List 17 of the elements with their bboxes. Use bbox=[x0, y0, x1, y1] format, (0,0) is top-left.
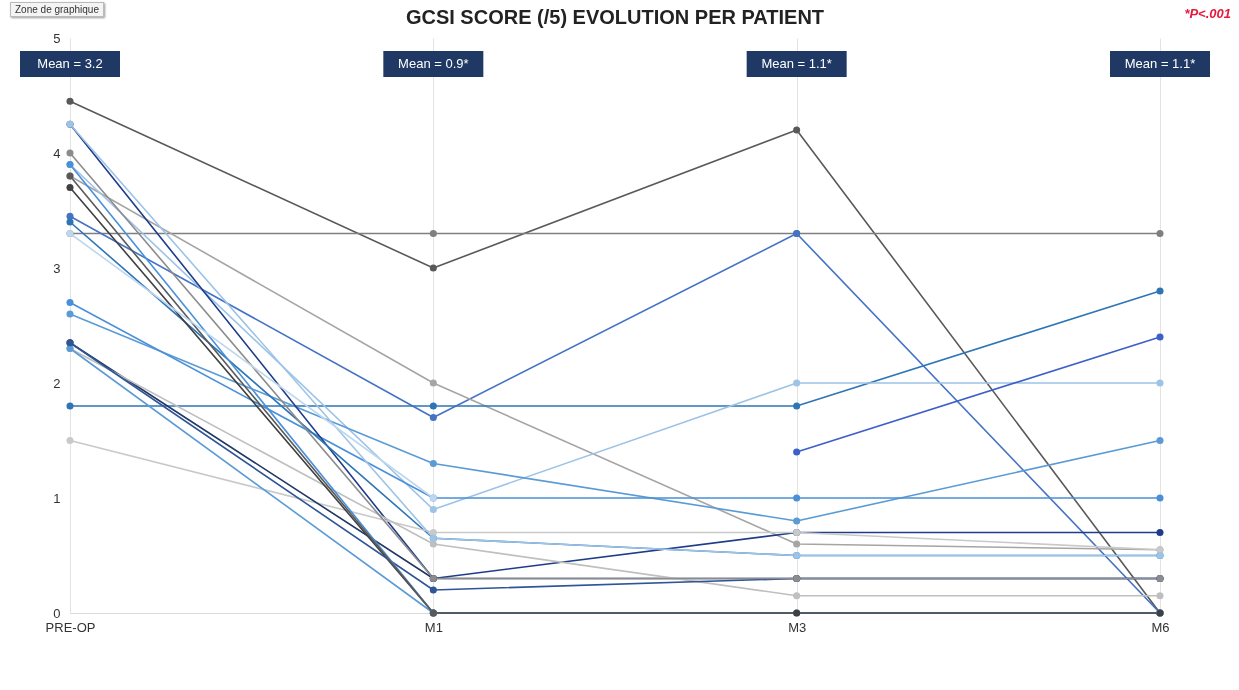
chart-title: GCSI SCORE (/5) EVOLUTION PER PATIENT bbox=[405, 6, 825, 28]
x-tick-label: M3 bbox=[788, 619, 807, 635]
text: Zone de graphique bbox=[10, 2, 104, 17]
y-tick-label: 2 bbox=[53, 375, 61, 391]
y-tick-label: 0 bbox=[53, 605, 61, 621]
annotation: Mean = 1.1* bbox=[761, 56, 832, 71]
y-tick-label: 4 bbox=[53, 145, 61, 161]
text: *P<.001 bbox=[1184, 6, 1231, 21]
x-tick-label: M1 bbox=[424, 619, 443, 635]
annotation: Mean = 0.9* bbox=[398, 56, 469, 71]
x-tick-label: PRE-OP bbox=[45, 619, 96, 635]
y-tick-label: 5 bbox=[53, 30, 61, 46]
y-tick-label: 1 bbox=[53, 490, 61, 506]
annotation: Mean = 1.1* bbox=[1124, 56, 1196, 71]
x-tick-label: M6 bbox=[1151, 619, 1170, 635]
y-tick-label: 3 bbox=[53, 260, 61, 276]
annotation: Mean = 3.2 bbox=[37, 56, 103, 71]
